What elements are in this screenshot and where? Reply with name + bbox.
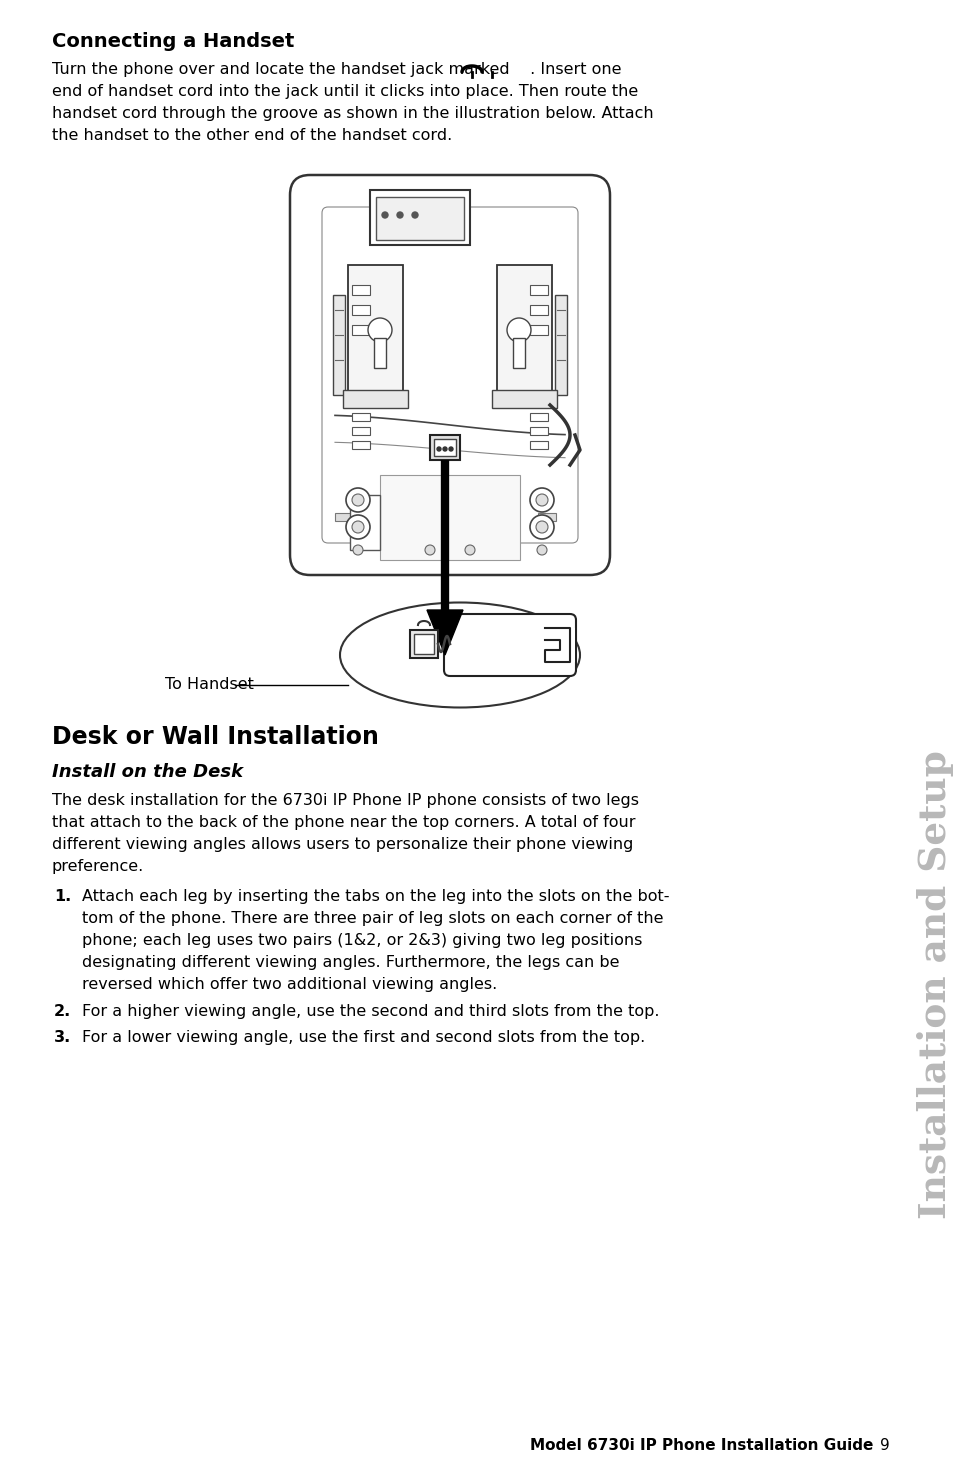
Bar bbox=[434, 440, 456, 456]
Text: Turn the phone over and locate the handset jack marked    . Insert one: Turn the phone over and locate the hands… bbox=[52, 62, 620, 77]
FancyBboxPatch shape bbox=[290, 176, 609, 575]
Circle shape bbox=[464, 544, 475, 555]
Bar bbox=[430, 435, 459, 460]
Circle shape bbox=[442, 447, 447, 451]
Bar bbox=[530, 285, 547, 295]
Text: the handset to the other end of the handset cord.: the handset to the other end of the hand… bbox=[52, 128, 452, 143]
Circle shape bbox=[352, 521, 364, 532]
Circle shape bbox=[449, 447, 453, 451]
Circle shape bbox=[537, 544, 546, 555]
Polygon shape bbox=[427, 611, 462, 655]
Circle shape bbox=[436, 447, 440, 451]
Bar bbox=[379, 475, 519, 560]
Circle shape bbox=[536, 521, 547, 532]
Text: To Handset: To Handset bbox=[165, 677, 253, 692]
Text: 3.: 3. bbox=[54, 1030, 71, 1044]
Text: that attach to the back of the phone near the top corners. A total of four: that attach to the back of the phone nea… bbox=[52, 816, 635, 830]
Bar bbox=[555, 295, 566, 395]
Text: Attach each leg by inserting the tabs on the leg into the slots on the bot-: Attach each leg by inserting the tabs on… bbox=[82, 889, 669, 904]
Bar bbox=[497, 266, 552, 406]
Bar bbox=[414, 634, 434, 653]
Circle shape bbox=[412, 212, 417, 218]
Text: Installation and Setup: Installation and Setup bbox=[917, 751, 953, 1220]
Circle shape bbox=[368, 319, 392, 342]
Text: reversed which offer two additional viewing angles.: reversed which offer two additional view… bbox=[82, 976, 497, 993]
Circle shape bbox=[506, 319, 531, 342]
Bar bbox=[513, 338, 524, 367]
Circle shape bbox=[381, 212, 388, 218]
Circle shape bbox=[396, 212, 402, 218]
Bar bbox=[544, 628, 575, 662]
FancyBboxPatch shape bbox=[322, 207, 578, 543]
Bar bbox=[352, 305, 370, 316]
Circle shape bbox=[346, 515, 370, 538]
Bar bbox=[375, 198, 463, 240]
Bar bbox=[530, 305, 547, 316]
Circle shape bbox=[353, 544, 363, 555]
Circle shape bbox=[346, 488, 370, 512]
Text: 1.: 1. bbox=[54, 889, 71, 904]
Bar bbox=[352, 441, 370, 448]
Bar bbox=[348, 266, 402, 406]
Ellipse shape bbox=[339, 602, 579, 708]
Text: Desk or Wall Installation: Desk or Wall Installation bbox=[52, 726, 378, 749]
Text: preference.: preference. bbox=[52, 858, 144, 875]
Text: The desk installation for the 6730i IP Phone IP phone consists of two legs: The desk installation for the 6730i IP P… bbox=[52, 794, 639, 808]
Bar bbox=[335, 513, 353, 521]
Circle shape bbox=[424, 544, 435, 555]
Bar bbox=[343, 389, 408, 409]
FancyBboxPatch shape bbox=[443, 614, 576, 676]
Text: different viewing angles allows users to personalize their phone viewing: different viewing angles allows users to… bbox=[52, 836, 633, 853]
Bar bbox=[530, 426, 547, 435]
Text: Connecting a Handset: Connecting a Handset bbox=[52, 32, 294, 52]
Text: Model 6730i IP Phone Installation Guide: Model 6730i IP Phone Installation Guide bbox=[530, 1438, 872, 1453]
Bar bbox=[352, 426, 370, 435]
Bar bbox=[530, 324, 547, 335]
Bar bbox=[350, 496, 379, 550]
Bar bbox=[370, 190, 470, 245]
Text: phone; each leg uses two pairs (1&2, or 2&3) giving two leg positions: phone; each leg uses two pairs (1&2, or … bbox=[82, 934, 641, 948]
Bar bbox=[492, 389, 557, 409]
Bar bbox=[333, 295, 345, 395]
Circle shape bbox=[530, 515, 554, 538]
Bar bbox=[352, 324, 370, 335]
Text: designating different viewing angles. Furthermore, the legs can be: designating different viewing angles. Fu… bbox=[82, 954, 618, 971]
Circle shape bbox=[352, 494, 364, 506]
Text: For a higher viewing angle, use the second and third slots from the top.: For a higher viewing angle, use the seco… bbox=[82, 1004, 659, 1019]
Bar bbox=[410, 630, 437, 658]
Bar bbox=[530, 413, 547, 420]
Text: end of handset cord into the jack until it clicks into place. Then route the: end of handset cord into the jack until … bbox=[52, 84, 638, 99]
Text: handset cord through the groove as shown in the illustration below. Attach: handset cord through the groove as shown… bbox=[52, 106, 653, 121]
Bar bbox=[374, 338, 386, 367]
Circle shape bbox=[530, 488, 554, 512]
Text: 9: 9 bbox=[879, 1438, 889, 1453]
Text: 2.: 2. bbox=[54, 1004, 71, 1019]
Bar bbox=[352, 413, 370, 420]
Bar bbox=[352, 285, 370, 295]
Circle shape bbox=[536, 494, 547, 506]
Bar bbox=[537, 513, 556, 521]
Bar bbox=[530, 441, 547, 448]
Text: tom of the phone. There are three pair of leg slots on each corner of the: tom of the phone. There are three pair o… bbox=[82, 912, 662, 926]
Text: For a lower viewing angle, use the first and second slots from the top.: For a lower viewing angle, use the first… bbox=[82, 1030, 644, 1044]
Text: Install on the Desk: Install on the Desk bbox=[52, 763, 243, 780]
